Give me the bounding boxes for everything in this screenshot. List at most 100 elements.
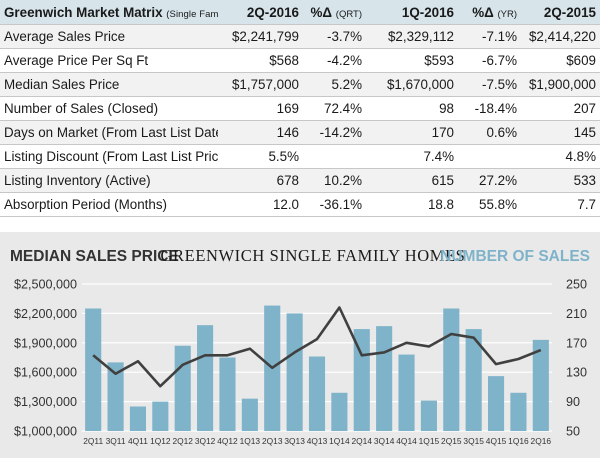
table-cell: $1,670,000 bbox=[366, 72, 458, 97]
chart-title: GREENWICH SINGLE FAMILY HOMES bbox=[161, 246, 466, 265]
table-row: Absorption Period (Months) 12.0 -36.1% 1… bbox=[0, 192, 600, 217]
column-header: 1Q-2016 bbox=[366, 0, 458, 25]
bar-1Q15 bbox=[420, 400, 437, 431]
x-tick-label: 4Q13 bbox=[307, 436, 328, 446]
x-tick-label: 3Q13 bbox=[284, 436, 305, 446]
table-cell: $609 bbox=[521, 48, 600, 73]
table-cell: -7.1% bbox=[458, 24, 521, 49]
y-left-tick-label: $2,500,000 bbox=[14, 278, 77, 292]
bar-2Q12 bbox=[174, 345, 191, 431]
table-cell: 12.0 bbox=[218, 192, 303, 217]
column-header: 2Q-2016 bbox=[218, 0, 303, 25]
bar-2Q15 bbox=[443, 308, 460, 431]
left-axis: $2,500,000 $2,200,000 $1,900,000 $1,600,000… bbox=[14, 278, 77, 439]
table-cell: $2,241,799 bbox=[218, 24, 303, 49]
table-cell: 5.2% bbox=[303, 72, 366, 97]
table-cell: $2,329,112 bbox=[366, 24, 458, 49]
bar-2Q16 bbox=[532, 339, 549, 431]
bar-4Q12 bbox=[219, 357, 236, 431]
table-row: Average Price Per Sq Ft $568 -4.2% $593 … bbox=[0, 48, 600, 73]
table-cell: 7.4% bbox=[366, 144, 458, 169]
x-tick-label: 1Q13 bbox=[240, 436, 261, 446]
x-axis: 2Q11 3Q11 4Q11 1Q12 2Q12 3Q12 4Q12 1Q13 2Q13 3Q13… bbox=[83, 436, 551, 446]
y-left-tick-label: $2,200,000 bbox=[14, 307, 77, 321]
legend-left-label: MEDIAN SALES PRICE bbox=[10, 248, 179, 265]
x-tick-label: 4Q14 bbox=[396, 436, 417, 446]
x-tick-label: 1Q12 bbox=[150, 436, 171, 446]
table-cell: 533 bbox=[521, 168, 600, 193]
x-tick-label: 4Q11 bbox=[128, 436, 148, 446]
x-tick-label: 2Q14 bbox=[352, 436, 373, 446]
table-cell: -4.2% bbox=[303, 48, 366, 73]
line-series bbox=[92, 306, 542, 388]
row-label: Average Sales Price bbox=[0, 24, 218, 49]
bar-1Q16 bbox=[510, 392, 527, 431]
table-row: Average Sales Price $2,241,799 -3.7% $2,… bbox=[0, 24, 600, 49]
y-left-tick-label: $1,900,000 bbox=[14, 336, 77, 350]
table-cell: -7.5% bbox=[458, 72, 521, 97]
table-cell bbox=[458, 144, 521, 169]
y-right-tick-label: 50 bbox=[566, 425, 580, 439]
x-tick-label: 4Q12 bbox=[217, 436, 238, 446]
table-cell: 615 bbox=[366, 168, 458, 193]
x-tick-label: 2Q16 bbox=[531, 436, 552, 446]
table-cell: $593 bbox=[366, 48, 458, 73]
bar-4Q11 bbox=[129, 406, 147, 431]
bar-2Q11 bbox=[85, 308, 102, 431]
row-label: Listing Inventory (Active) bbox=[0, 168, 218, 193]
row-label: Number of Sales (Closed) bbox=[0, 96, 218, 121]
x-tick-label: 1Q16 bbox=[508, 436, 529, 446]
row-label: Average Price Per Sq Ft bbox=[0, 48, 218, 73]
bar-4Q15 bbox=[487, 376, 505, 431]
table-cell: 18.8 bbox=[366, 192, 458, 217]
y-left-tick-label: $1,000,000 bbox=[14, 425, 77, 439]
row-label: Listing Discount (From Last List Price) bbox=[0, 144, 218, 169]
x-tick-label: 4Q15 bbox=[486, 436, 507, 446]
bar-3Q11 bbox=[107, 362, 124, 431]
column-header: %Δ (QRT) bbox=[303, 0, 366, 25]
x-tick-label: 2Q11 bbox=[83, 436, 103, 446]
bar-4Q13 bbox=[308, 356, 326, 431]
y-right-tick-label: 170 bbox=[566, 336, 587, 350]
table-row: Listing Discount (From Last List Price) … bbox=[0, 144, 600, 169]
table-cell: $1,757,000 bbox=[218, 72, 303, 97]
bar-3Q12 bbox=[197, 325, 214, 431]
column-header: 2Q-2015 bbox=[521, 0, 600, 25]
y-right-tick-label: 250 bbox=[566, 278, 587, 292]
bar-1Q12 bbox=[152, 401, 169, 431]
table-cell: 145 bbox=[521, 120, 600, 145]
bar-3Q13 bbox=[286, 313, 303, 431]
table-cell: 169 bbox=[218, 96, 303, 121]
bar-1Q14 bbox=[331, 392, 348, 431]
table-cell: 98 bbox=[366, 96, 458, 121]
bar-1Q13 bbox=[241, 398, 258, 431]
table-cell: 207 bbox=[521, 96, 600, 121]
x-tick-label: 3Q12 bbox=[195, 436, 216, 446]
row-label: Median Sales Price bbox=[0, 72, 218, 97]
table-cell: $2,414,220 bbox=[521, 24, 600, 49]
table-cell: 5.5% bbox=[218, 144, 303, 169]
table-cell: -18.4% bbox=[458, 96, 521, 121]
x-tick-label: 1Q15 bbox=[419, 436, 440, 446]
column-header: %Δ (YR) bbox=[458, 0, 521, 25]
bar-4Q14 bbox=[398, 354, 415, 431]
y-left-tick-label: $1,600,000 bbox=[14, 366, 77, 380]
legend-right-label: NUMBER OF SALES bbox=[440, 248, 590, 265]
row-label: Absorption Period (Months) bbox=[0, 192, 218, 217]
x-tick-label: 3Q11 bbox=[106, 436, 126, 446]
table-title: Greenwich Market Matrix (Single Family) bbox=[0, 0, 218, 25]
y-right-tick-label: 90 bbox=[566, 395, 580, 409]
chart-panel: MEDIAN SALES PRICE GREENWICH SINGLE FAMI… bbox=[0, 232, 600, 458]
table-cell: 0.6% bbox=[458, 120, 521, 145]
table-cell: -14.2% bbox=[303, 120, 366, 145]
table-row: Median Sales Price $1,757,000 5.2% $1,67… bbox=[0, 72, 600, 97]
combo-chart: MEDIAN SALES PRICE GREENWICH SINGLE FAMI… bbox=[10, 246, 590, 446]
table-cell: $1,900,000 bbox=[521, 72, 600, 97]
y-right-tick-label: 130 bbox=[566, 366, 587, 380]
table-cell: -6.7% bbox=[458, 48, 521, 73]
bar-series bbox=[85, 305, 549, 431]
table-cell: -3.7% bbox=[303, 24, 366, 49]
table-cell: 55.8% bbox=[458, 192, 521, 217]
table-header-row: Greenwich Market Matrix (Single Family) … bbox=[0, 0, 600, 25]
x-tick-label: 2Q12 bbox=[172, 436, 193, 446]
